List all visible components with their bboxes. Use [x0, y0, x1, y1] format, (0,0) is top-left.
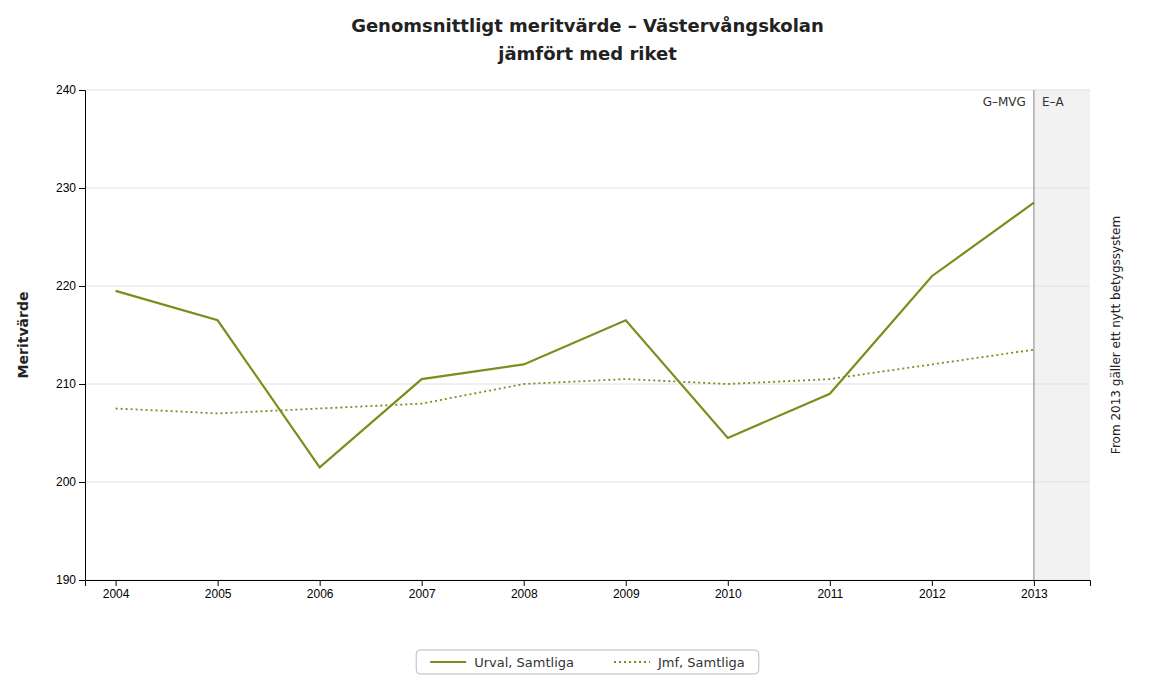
- x-tick-mark: [626, 580, 627, 586]
- y-tick-label: 240: [56, 83, 76, 97]
- grid-line: [85, 90, 1090, 91]
- series-line: [116, 350, 1034, 414]
- y-tick: 210: [56, 377, 85, 391]
- x-tick-mark: [932, 580, 933, 586]
- y-tick: 220: [56, 279, 85, 293]
- x-tick-mark: [728, 580, 729, 586]
- x-axis-line: [86, 581, 1091, 587]
- y-tick-label: 200: [56, 475, 76, 489]
- y-axis-title: Meritvärde: [15, 292, 31, 379]
- legend-item: Jmf, Samtliga: [614, 655, 745, 670]
- grid-line: [85, 482, 1090, 483]
- lines: [116, 203, 1034, 468]
- y-tick-mark: [79, 580, 85, 581]
- legend-item: Urval, Samtliga: [430, 655, 574, 670]
- y-tick-label: 230: [56, 181, 76, 195]
- plot-area: 2004 2005 2006 2007 2008 2009 2010 2011 2012 2013…: [56, 83, 1091, 600]
- y-tick: 200: [56, 475, 85, 489]
- y-tick-mark: [79, 286, 85, 287]
- x-tick-label: 2006: [307, 587, 334, 601]
- y-tick-mark: [79, 482, 85, 483]
- grid-line: [85, 188, 1090, 189]
- y-tick-label: 220: [56, 279, 76, 293]
- dividers: [1033, 90, 1034, 580]
- x-tick: 2009: [613, 580, 640, 601]
- x-tick: 2006: [307, 580, 334, 601]
- x-tick-mark: [320, 580, 321, 586]
- x-axis: 2004 2005 2006 2007 2008 2009 2010 2011 2012 2013: [86, 580, 1091, 601]
- y-tick-mark: [79, 90, 85, 91]
- y-tick-label: 210: [56, 377, 76, 391]
- grid: [85, 90, 1090, 580]
- grid-line: [85, 384, 1090, 385]
- x-tick-mark: [1034, 580, 1035, 586]
- grid-line: [85, 286, 1090, 287]
- x-tick: 2008: [511, 580, 538, 601]
- annotations: G–MVG E–A: [983, 95, 1065, 109]
- legend-frame: [416, 650, 759, 674]
- x-tick-mark: [422, 580, 423, 586]
- legend: Urval, Samtliga Jmf, Samtliga: [416, 650, 759, 674]
- x-tick-label: 2011: [817, 587, 843, 601]
- x-tick-mark: [116, 580, 117, 586]
- y-tick-mark: [79, 188, 85, 189]
- legend-swatch: [614, 661, 650, 663]
- background: [1034, 90, 1090, 580]
- title: Genomsnittligt meritvärde – Västervångsk…: [351, 15, 824, 36]
- x-tick-label: 2013: [1021, 587, 1048, 601]
- x-tick-label: 2007: [409, 587, 436, 601]
- x-tick: 2013: [1021, 580, 1048, 601]
- legend-swatch: [430, 661, 466, 663]
- x-tick-mark: [830, 580, 831, 586]
- y-tick-mark: [79, 384, 85, 385]
- region-after-divider: [1034, 90, 1090, 580]
- divider-line: [1033, 90, 1034, 580]
- y-tick: 240: [56, 83, 85, 97]
- legend-label: Urval, Samtliga: [474, 655, 574, 670]
- divider-label-left: G–MVG: [983, 95, 1026, 109]
- x-tick-mark: [218, 580, 219, 586]
- x-tick: 2005: [205, 580, 232, 601]
- divider-label-right: E–A: [1042, 95, 1065, 109]
- legend-label: Jmf, Samtliga: [657, 655, 745, 670]
- subtitle: jämfört med riket: [497, 43, 677, 64]
- x-tick-label: 2004: [103, 587, 130, 601]
- x-tick-label: 2012: [919, 587, 946, 601]
- x-tick-label: 2010: [715, 587, 742, 601]
- y-axis-line: [79, 91, 86, 581]
- x-tick: 2011: [817, 580, 843, 601]
- y-axis: 190 200 210 220 230 240: [56, 83, 86, 587]
- x-tick-label: 2009: [613, 587, 640, 601]
- x-tick: 2012: [919, 580, 946, 601]
- x-tick-label: 2005: [205, 587, 232, 601]
- x-tick: 2007: [409, 580, 436, 601]
- x-tick-label: 2008: [511, 587, 538, 601]
- right-axis-title: From 2013 gäller ett nytt betygssystem: [1109, 216, 1123, 454]
- y-tick: 190: [56, 573, 85, 587]
- x-tick-mark: [524, 580, 525, 586]
- y-tick-label: 190: [56, 573, 76, 587]
- y-tick: 230: [56, 181, 85, 195]
- series-line: [116, 203, 1034, 468]
- x-tick: 2010: [715, 580, 742, 601]
- chart: 2004 2005 2006 2007 2008 2009 2010 2011 2012 2013…: [0, 0, 1160, 700]
- x-tick: 2004: [103, 580, 130, 601]
